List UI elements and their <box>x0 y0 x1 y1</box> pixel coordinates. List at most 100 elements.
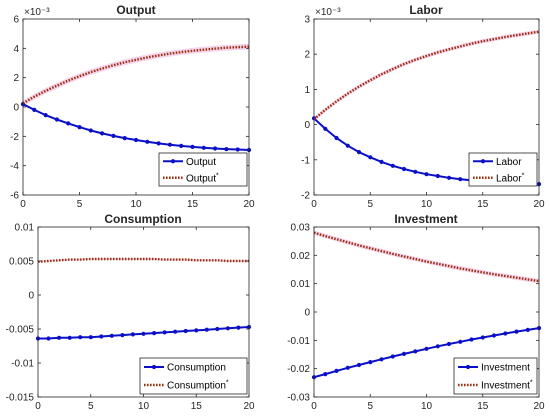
series-0-point <box>323 372 328 377</box>
series-0-point <box>458 177 463 182</box>
series-0-point <box>183 328 188 334</box>
series-0-point <box>435 344 440 349</box>
series-1-band <box>23 43 249 107</box>
series-0-point <box>334 135 339 141</box>
y-tick-label: 0 <box>28 291 34 302</box>
panel-consumption: 0 5 10 15 20 -0.015 -0.01 -0.005 0 0.005 0.01 Consu… <box>6 212 255 412</box>
panel-title: Investment <box>394 212 457 226</box>
legend-label: Investment* <box>481 380 533 392</box>
x-tick-label: 10 <box>138 401 150 412</box>
series-0-point <box>43 113 48 118</box>
series-0-point <box>162 330 167 335</box>
series-0-point <box>458 339 463 344</box>
axis-exponent: ×10⁻³ <box>24 7 50 18</box>
x-tick-label: 0 <box>20 199 26 210</box>
legend-label-text: Investment <box>481 363 530 374</box>
legend-label-text: Consumption <box>167 381 226 392</box>
y-tick-label: 2 <box>304 50 310 61</box>
legend-label-text: Output <box>186 173 216 184</box>
series-1-line <box>313 30 540 121</box>
series-0-point <box>469 337 474 342</box>
series-0-point <box>190 144 195 149</box>
series-0-point <box>167 142 172 147</box>
y-tick-label: 0.03 <box>291 223 311 234</box>
series-1-line <box>313 231 540 283</box>
series-0-point <box>152 331 157 336</box>
y-tick-label: 0.02 <box>291 251 311 262</box>
x-tick-label: 20 <box>243 401 255 412</box>
series-0-point <box>390 354 395 359</box>
axis-exponent: ×10⁻³ <box>315 7 341 18</box>
y-tick-label: 0.005 <box>9 257 34 268</box>
series-0-point <box>236 325 241 330</box>
x-tick-label: 15 <box>477 401 489 412</box>
series-0-point <box>235 147 240 152</box>
x-tick-label: 20 <box>243 199 255 210</box>
legend-marker <box>465 364 471 370</box>
series-0-point <box>323 126 328 131</box>
series-0-point <box>224 147 229 152</box>
y-tick-label: 6 <box>13 15 19 26</box>
y-tick-label: -0.01 <box>11 359 34 370</box>
legend-label: Labor* <box>496 172 525 184</box>
series-0-point <box>156 141 161 146</box>
series-0-point <box>173 329 178 334</box>
series-0-point <box>424 346 429 351</box>
series-0-point <box>77 125 82 130</box>
x-tick-label: 15 <box>191 401 203 412</box>
panel-title: Consumption <box>104 212 181 226</box>
legend-marker <box>480 159 486 164</box>
series-0-point <box>109 333 114 338</box>
series-0-point <box>57 335 62 340</box>
series-0-point <box>514 329 519 334</box>
y-tick-label: 0.01 <box>291 279 311 290</box>
legend-box <box>139 357 248 395</box>
series-0-point <box>491 333 497 338</box>
series-0-point <box>130 332 135 337</box>
x-tick-label: 0 <box>311 199 317 210</box>
legend-marker <box>151 364 157 370</box>
legend-marker <box>170 159 176 164</box>
panel-investment: 0 5 10 15 20 -0.03 -0.02 -0.01 0 0.01 0.02 0.03 Inve… <box>287 212 545 412</box>
y-tick-label: 1 <box>304 85 310 96</box>
y-tick-label: 0.01 <box>15 223 35 234</box>
panel-title: Output <box>116 3 155 17</box>
legend-label-superscript: * <box>216 172 219 179</box>
series-0-point <box>525 327 530 332</box>
y-tick-label: 0 <box>13 103 19 114</box>
y-tick-label: -4 <box>10 161 19 172</box>
legend-label-text: Labor <box>496 157 522 168</box>
y-tick-label: -0.005 <box>6 325 35 336</box>
series-0-point <box>141 331 146 336</box>
y-tick-label: -0.02 <box>287 364 310 375</box>
series-0-point <box>194 328 199 333</box>
series-0-point <box>435 173 440 179</box>
series-0-point <box>201 145 206 150</box>
series-0-point <box>78 335 83 340</box>
legend-label-superscript: * <box>530 380 533 387</box>
series-1-line <box>22 45 250 105</box>
legend-label: Labor <box>496 157 522 168</box>
y-tick-label: -1 <box>301 155 310 166</box>
series-0-point <box>334 368 339 373</box>
series-0-point <box>133 137 139 143</box>
legend-label-superscript: * <box>522 172 525 179</box>
y-tick-label: -2 <box>301 191 310 202</box>
series-0-point <box>446 175 452 180</box>
series-0-point <box>368 155 373 160</box>
legend: Investment Investment* <box>453 357 538 395</box>
series-0-point <box>356 150 362 155</box>
x-tick-label: 5 <box>77 199 83 210</box>
series-0-point <box>424 172 429 177</box>
legend-label: Consumption <box>167 363 226 374</box>
x-tick-label: 0 <box>35 401 41 412</box>
panel-output: 0 5 10 15 20-6-4-20246OutputOutput*Output×10… <box>10 3 255 210</box>
series-0-point <box>204 327 209 332</box>
y-tick-label: 4 <box>13 44 19 55</box>
y-tick-label: 2 <box>13 73 19 84</box>
series-0-point <box>66 121 71 126</box>
series-0-point <box>179 143 184 148</box>
